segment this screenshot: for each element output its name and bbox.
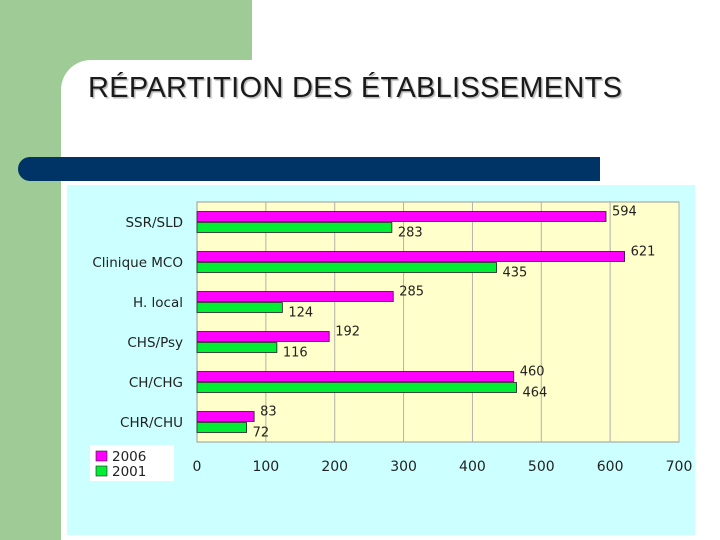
legend-swatch-2001 bbox=[95, 465, 108, 477]
category-label: CHS/Psy bbox=[127, 335, 183, 351]
bar-2001 bbox=[196, 422, 247, 433]
x-tick-label: 700 bbox=[666, 459, 693, 475]
data-label: 435 bbox=[503, 266, 528, 281]
bar-2006 bbox=[196, 251, 626, 262]
category-label: CH/CHG bbox=[129, 375, 183, 391]
data-label: 83 bbox=[260, 405, 277, 420]
bar-2006 bbox=[196, 411, 255, 422]
data-label: 116 bbox=[283, 346, 308, 361]
bar-2001 bbox=[196, 262, 497, 273]
legend-swatch-2006 bbox=[95, 450, 108, 462]
data-label: 594 bbox=[612, 205, 637, 220]
bar-2001 bbox=[196, 222, 393, 233]
chart-area: SSR/SLD 594 283 Clinique MCO 621 435 H. local 2… bbox=[67, 185, 695, 535]
bar-2001 bbox=[196, 342, 278, 353]
data-label: 464 bbox=[522, 386, 547, 401]
bar-2001 bbox=[196, 302, 283, 313]
x-tick-label: 400 bbox=[459, 459, 486, 475]
data-label: 621 bbox=[631, 245, 656, 260]
category-label: CHR/CHU bbox=[120, 415, 183, 431]
bar-chart: SSR/SLD 594 283 Clinique MCO 621 435 H. local 2… bbox=[90, 201, 693, 481]
title-underline-bar bbox=[18, 157, 600, 181]
x-tick-label: 500 bbox=[528, 459, 555, 475]
x-tick-label: 100 bbox=[252, 459, 279, 475]
bar-2006 bbox=[196, 291, 394, 302]
data-label: 124 bbox=[288, 306, 313, 321]
x-tick-label: 300 bbox=[390, 459, 417, 475]
category-label: Clinique MCO bbox=[92, 255, 183, 271]
x-tick-label: 200 bbox=[321, 459, 348, 475]
legend-label: 2001 bbox=[112, 464, 146, 480]
data-label: 72 bbox=[253, 426, 270, 441]
data-label: 460 bbox=[520, 365, 545, 380]
data-label: 285 bbox=[399, 285, 424, 300]
plot-area bbox=[196, 201, 680, 443]
bar-2006 bbox=[196, 371, 515, 382]
data-label: 283 bbox=[398, 226, 423, 241]
x-tick-label: 0 bbox=[193, 459, 202, 475]
category-label: H. local bbox=[133, 295, 183, 311]
legend-label: 2006 bbox=[112, 449, 146, 465]
bar-2006 bbox=[196, 331, 330, 342]
x-tick-label: 600 bbox=[597, 459, 624, 475]
bar-2006 bbox=[196, 211, 607, 222]
slide-title: RÉPARTITION DES ÉTABLISSEMENTS bbox=[88, 72, 623, 104]
category-label: SSR/SLD bbox=[125, 215, 183, 231]
data-label: 192 bbox=[335, 325, 360, 340]
bar-2001 bbox=[196, 382, 517, 393]
